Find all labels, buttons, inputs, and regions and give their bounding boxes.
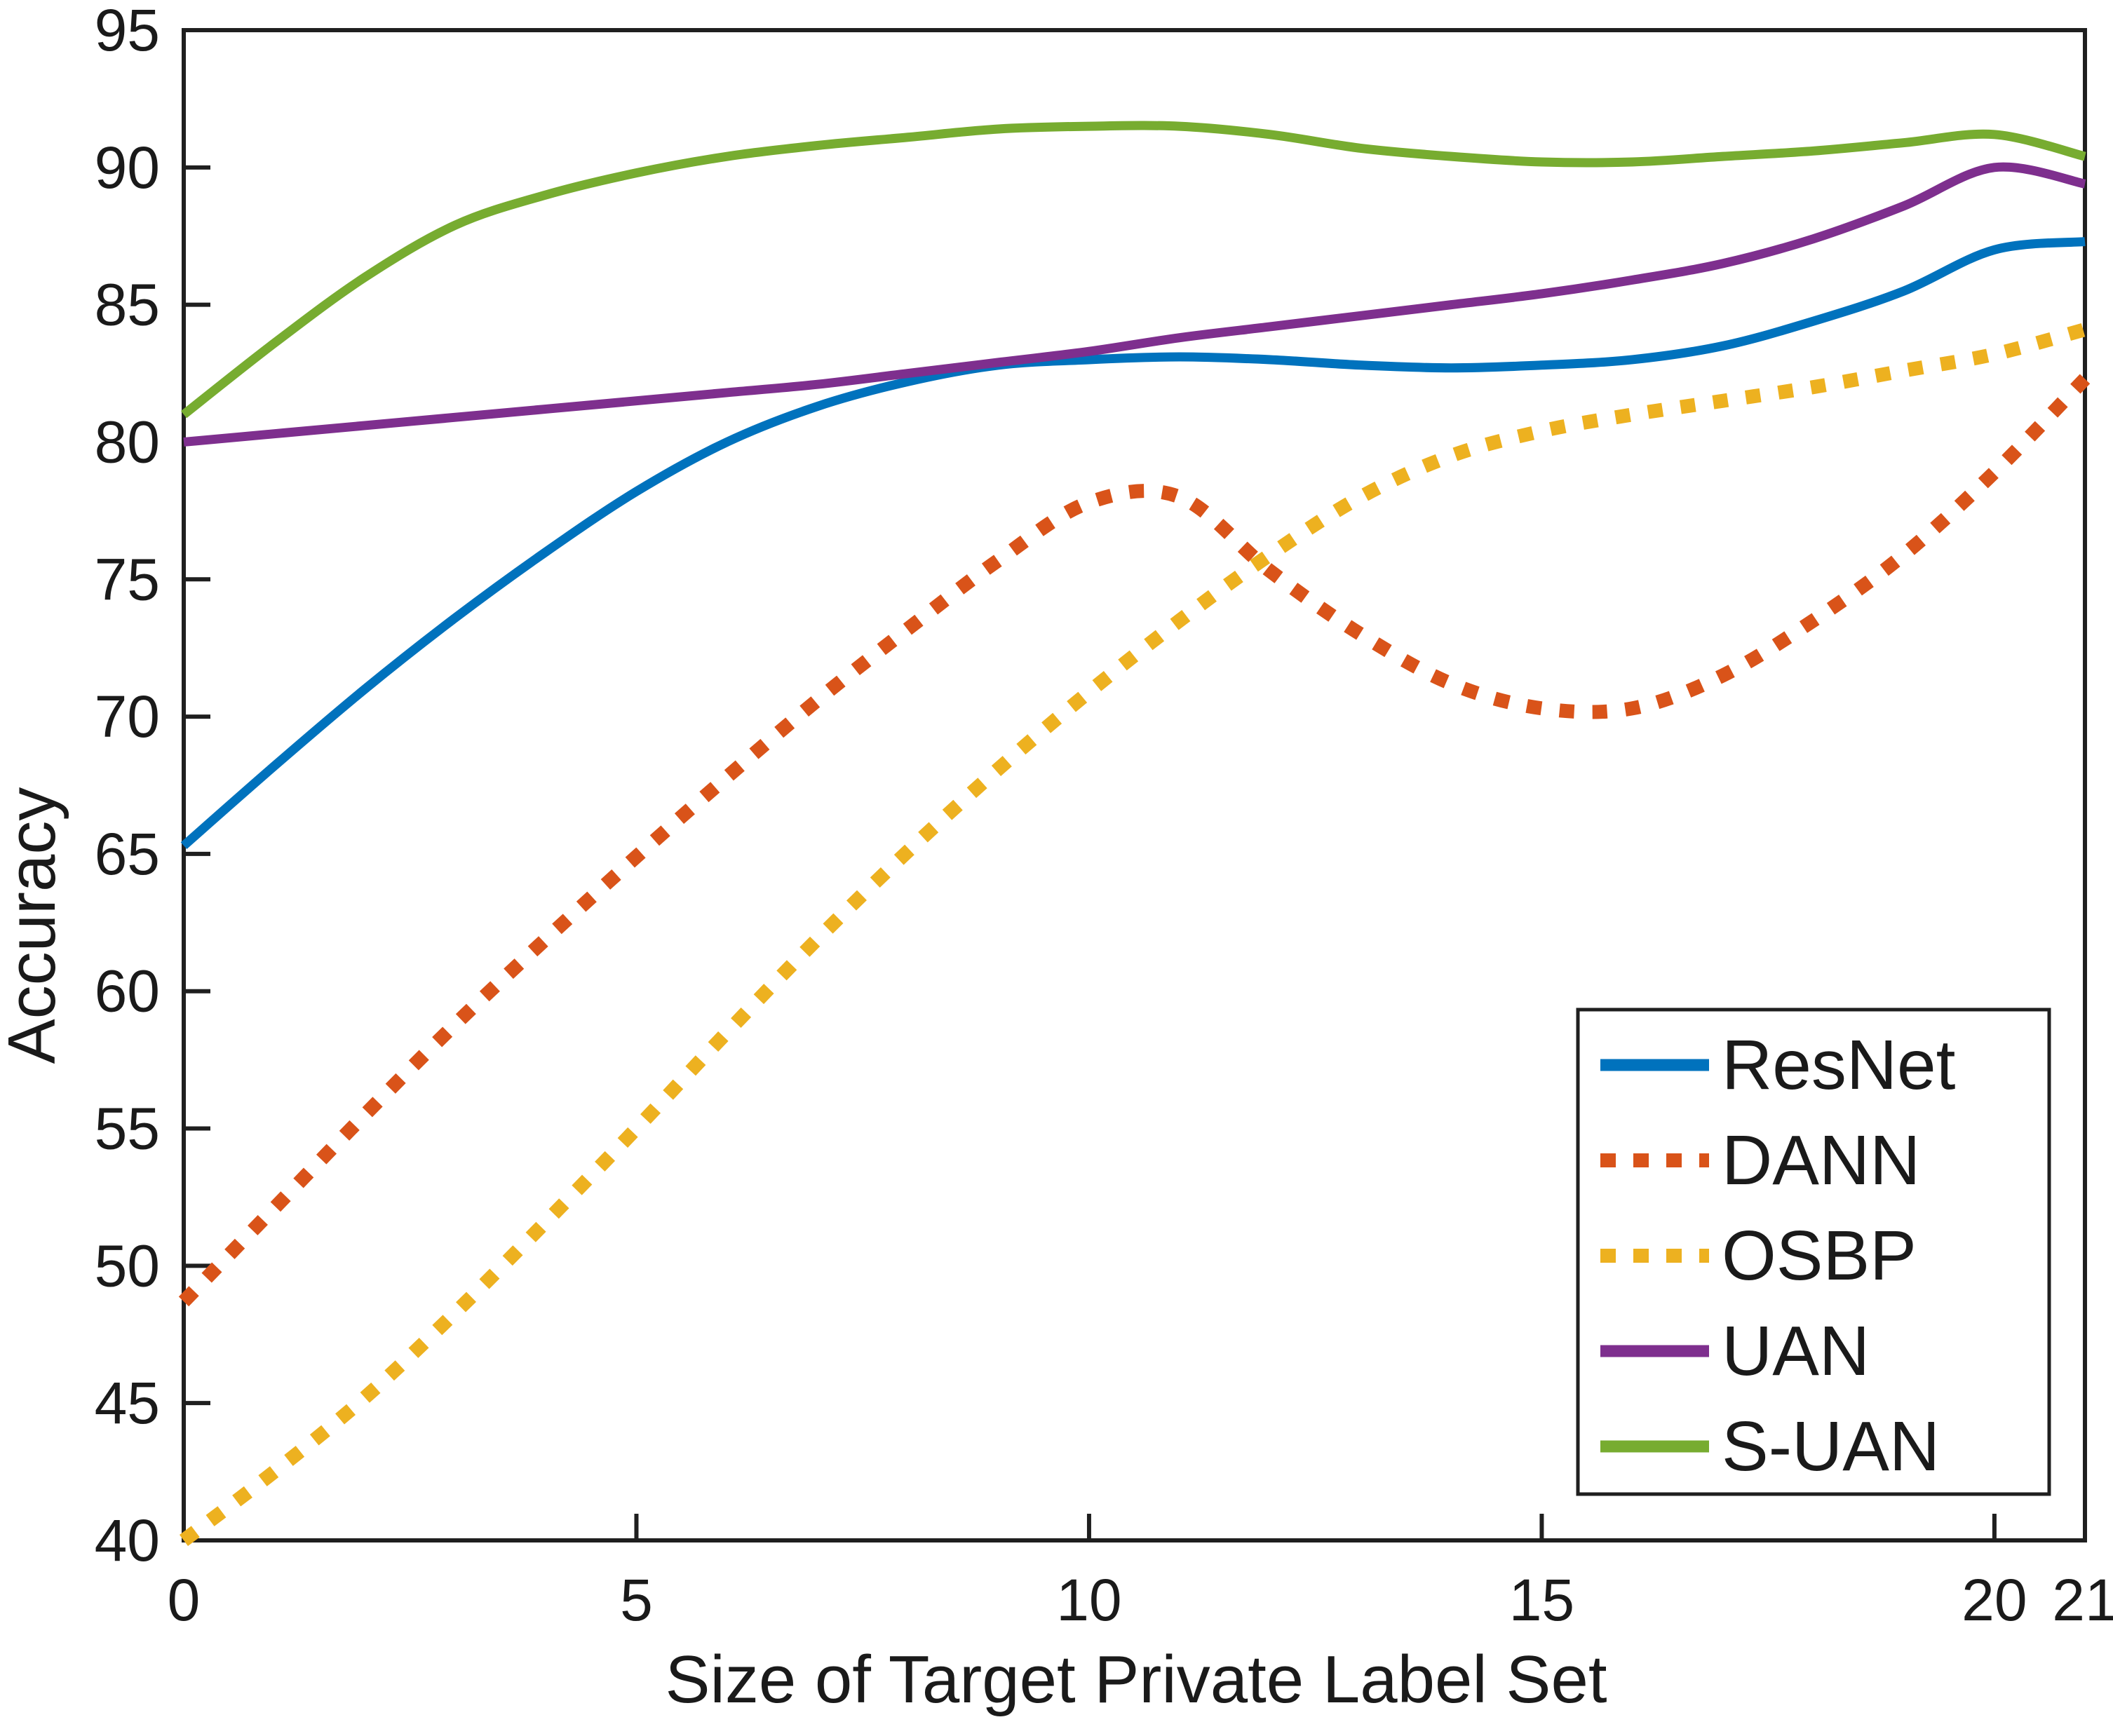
series-line-dann [178, 374, 2091, 1307]
series-line-uan [183, 162, 2086, 447]
legend-label-osbp: OSBP [1722, 1216, 1917, 1295]
y-tick-label: 40 [95, 1507, 160, 1573]
plot-area-border [182, 28, 2087, 1542]
x-tick-label: 15 [1509, 1567, 1574, 1633]
y-tick-label: 60 [95, 958, 160, 1024]
legend-label-resnet: ResNet [1722, 1026, 1956, 1104]
x-tick-label: 10 [1056, 1567, 1121, 1633]
y-tick-label: 85 [95, 272, 160, 338]
y-tick-label: 95 [95, 0, 160, 63]
legend-box [1576, 1008, 2051, 1496]
series-line-resnet [180, 237, 2086, 850]
y-axis-label: Accuracy [0, 787, 69, 1064]
x-tick-label: 0 [168, 1567, 201, 1633]
series-line-s-uan [180, 121, 2086, 419]
series-line-osbp [179, 323, 2087, 1546]
y-tick-label: 65 [95, 821, 160, 887]
axis-tick-labels: 0 5 10 15 20 21 40 45 50 55 60 65 70 75 80 85 90 95 [95, 0, 2113, 1633]
legend-label-dann: DANN [1722, 1121, 1920, 1200]
legend-label-s-uan: S-UAN [1722, 1407, 1940, 1486]
y-tick-label: 50 [95, 1233, 160, 1298]
y-tick-label: 80 [95, 409, 160, 475]
x-tick-label: 21 [2052, 1567, 2113, 1633]
data-series-lines [178, 121, 2091, 1546]
legend-label-uan: UAN [1722, 1312, 1870, 1390]
x-axis-label: Size of Target Private Label Set [665, 1642, 1607, 1717]
y-tick-label: 70 [95, 684, 160, 750]
axis-ticks [182, 28, 2087, 1542]
legend: ResNet DANN OSBP UAN S-UAN [1576, 1008, 2051, 1496]
x-tick-label: 5 [620, 1567, 653, 1633]
y-tick-label: 55 [95, 1096, 160, 1162]
x-tick-label: 20 [1962, 1567, 2027, 1633]
y-tick-label: 45 [95, 1370, 160, 1436]
y-tick-label: 90 [95, 135, 160, 201]
y-tick-label: 75 [95, 546, 160, 612]
legend-entries: ResNet DANN OSBP UAN S-UAN [1600, 1026, 1956, 1486]
